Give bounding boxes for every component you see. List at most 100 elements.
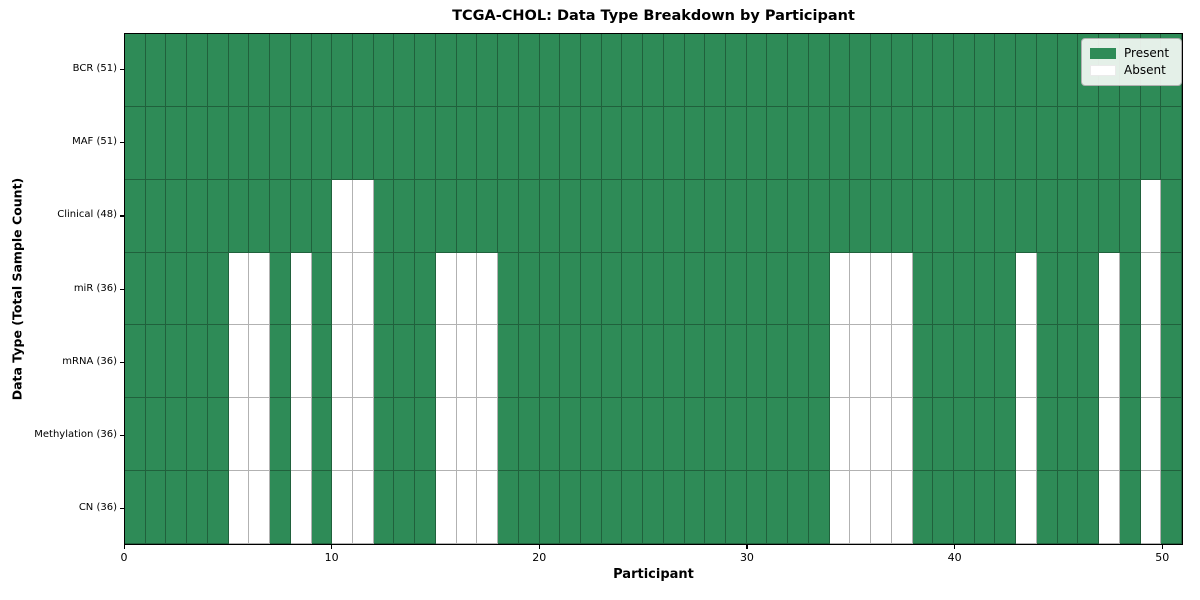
cell-MAF-p31 (767, 106, 789, 180)
cell-Methylation-p6 (249, 398, 271, 472)
cell-BCR-p3 (187, 34, 208, 107)
cell-MAF-p9 (311, 106, 333, 180)
cell-BCR-p5 (228, 34, 250, 107)
cell-MAF-p34 (829, 106, 851, 180)
cell-miR-p24 (622, 252, 644, 326)
cell-CN-p50 (1161, 471, 1182, 544)
cell-Clinical-p28 (705, 179, 727, 253)
cell-BCR-p1 (145, 34, 167, 107)
cell-mRNA-p16 (456, 325, 478, 399)
cell-Methylation-p25 (643, 398, 664, 472)
cell-MAF-p24 (622, 106, 644, 180)
cell-Clinical-p31 (767, 179, 789, 253)
x-tick-mark-10 (331, 545, 333, 549)
legend: Present Absent (1081, 38, 1182, 86)
cell-Methylation-p44 (1036, 398, 1058, 472)
cell-MAF-p29 (726, 106, 747, 180)
cell-CN-p24 (622, 471, 644, 544)
cell-MAF-p27 (684, 106, 706, 180)
cell-CN-p10 (332, 471, 353, 544)
x-tick-mark-0 (123, 545, 125, 549)
cell-BCR-p38 (912, 34, 934, 107)
cell-Methylation-p4 (207, 398, 229, 472)
cell-CN-p23 (601, 471, 623, 544)
cell-MAF-p30 (746, 106, 768, 180)
cell-BCR-p29 (726, 34, 747, 107)
cell-MAF-p50 (1161, 106, 1182, 180)
cell-MAF-p6 (249, 106, 271, 180)
cell-CN-p37 (891, 471, 913, 544)
cell-mRNA-p0 (125, 325, 146, 399)
cell-Methylation-p7 (270, 398, 291, 472)
y-tick-label-mRNA: mRNA (36) (62, 355, 117, 367)
cell-miR-p44 (1036, 252, 1058, 326)
cell-MAF-p2 (166, 106, 188, 180)
y-tick-label-miR: miR (36) (73, 282, 117, 294)
cell-Methylation-p37 (891, 398, 913, 472)
cell-MAF-p47 (1099, 106, 1120, 180)
y-tick-label-Methylation: Methylation (36) (34, 428, 117, 440)
cell-Methylation-p16 (456, 398, 478, 472)
x-tick-mark-30 (746, 545, 748, 549)
cell-mRNA-p12 (373, 325, 395, 399)
cell-MAF-p10 (332, 106, 353, 180)
cell-mRNA-p42 (995, 325, 1017, 399)
cell-Methylation-p50 (1161, 398, 1182, 472)
cell-MAF-p11 (352, 106, 374, 180)
cell-CN-p7 (270, 471, 291, 544)
cell-CN-p16 (456, 471, 478, 544)
cell-CN-p5 (228, 471, 250, 544)
cell-mRNA-p29 (726, 325, 747, 399)
cell-MAF-p28 (705, 106, 727, 180)
cell-mRNA-p24 (622, 325, 644, 399)
cell-BCR-p31 (767, 34, 789, 107)
cell-mRNA-p37 (891, 325, 913, 399)
cell-BCR-p18 (498, 34, 519, 107)
cell-mRNA-p14 (415, 325, 436, 399)
cell-BCR-p28 (705, 34, 727, 107)
cell-MAF-p8 (290, 106, 312, 180)
cell-MAF-p26 (663, 106, 685, 180)
cell-BCR-p22 (580, 34, 602, 107)
cell-Methylation-p48 (1119, 398, 1141, 472)
cell-mRNA-p15 (435, 325, 457, 399)
y-tick-mark-mRNA (120, 361, 124, 363)
cell-CN-p6 (249, 471, 271, 544)
cell-Clinical-p35 (850, 179, 872, 253)
cell-Clinical-p11 (352, 179, 374, 253)
x-tick-label-50: 50 (1155, 551, 1170, 564)
cell-Methylation-p42 (995, 398, 1017, 472)
cell-mRNA-p17 (477, 325, 499, 399)
cell-BCR-p26 (663, 34, 685, 107)
cell-mRNA-p26 (663, 325, 685, 399)
cell-Methylation-p22 (580, 398, 602, 472)
cell-MAF-p39 (933, 106, 955, 180)
cell-BCR-p43 (1016, 34, 1037, 107)
x-tick-mark-40 (954, 545, 956, 549)
cell-mRNA-p13 (394, 325, 416, 399)
cell-miR-p43 (1016, 252, 1037, 326)
cell-Methylation-p23 (601, 398, 623, 472)
x-tick-label-0: 0 (120, 551, 128, 564)
cell-MAF-p1 (145, 106, 167, 180)
cell-Clinical-p40 (954, 179, 975, 253)
cell-mRNA-p20 (539, 325, 561, 399)
cell-mRNA-p5 (228, 325, 250, 399)
cell-mRNA-p31 (767, 325, 789, 399)
cell-Methylation-p39 (933, 398, 955, 472)
cell-Methylation-p19 (518, 398, 540, 472)
cell-mRNA-p36 (871, 325, 892, 399)
legend-entry-present: Present (1090, 45, 1173, 62)
cell-miR-p22 (580, 252, 602, 326)
cell-CN-p26 (663, 471, 685, 544)
cell-BCR-p40 (954, 34, 975, 107)
cell-mRNA-p8 (290, 325, 312, 399)
cell-CN-p33 (808, 471, 830, 544)
cell-Clinical-p25 (643, 179, 664, 253)
cell-BCR-p13 (394, 34, 416, 107)
cell-miR-p7 (270, 252, 291, 326)
cell-mRNA-p45 (1057, 325, 1079, 399)
cell-Clinical-p8 (290, 179, 312, 253)
cell-Methylation-p35 (850, 398, 872, 472)
cell-CN-p32 (788, 471, 809, 544)
